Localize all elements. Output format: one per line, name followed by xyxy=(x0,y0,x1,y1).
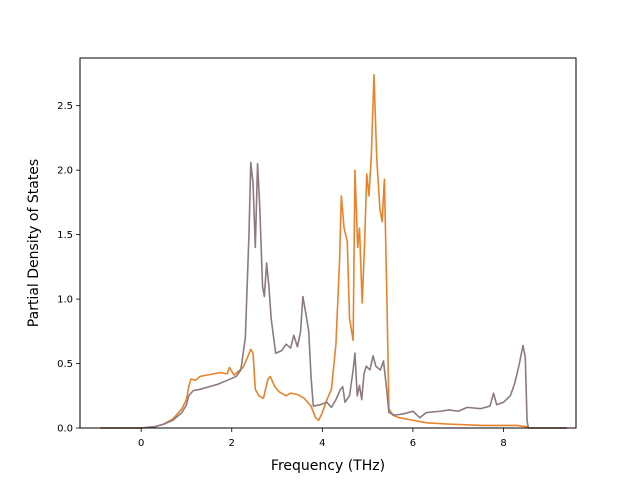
x-tick-label: 2 xyxy=(229,438,235,449)
y-tick-label: 2.0 xyxy=(57,166,73,177)
y-tick-label: 2.5 xyxy=(57,101,73,112)
x-tick-label: 4 xyxy=(319,438,325,449)
y-tick-label: 0.0 xyxy=(57,424,73,435)
series-line-2 xyxy=(100,161,567,429)
x-tick-label: 0 xyxy=(138,438,144,449)
y-axis-label: Partial Density of States xyxy=(26,159,42,327)
y-tick-label: 1.0 xyxy=(57,295,73,306)
x-tick-label: 6 xyxy=(410,438,416,449)
series-layer xyxy=(100,73,567,429)
x-axis-ticks: 0 2 4 6 8 xyxy=(138,428,507,449)
y-tick-label: 1.5 xyxy=(57,230,73,241)
x-tick-label: 8 xyxy=(500,438,506,449)
x-axis-label: Frequency (THz) xyxy=(271,458,385,474)
y-axis-ticks: 0.0 0.5 1.0 1.5 2.0 2.5 xyxy=(57,101,80,435)
plot-area-frame xyxy=(79,57,577,429)
y-tick-label: 0.5 xyxy=(57,359,73,370)
